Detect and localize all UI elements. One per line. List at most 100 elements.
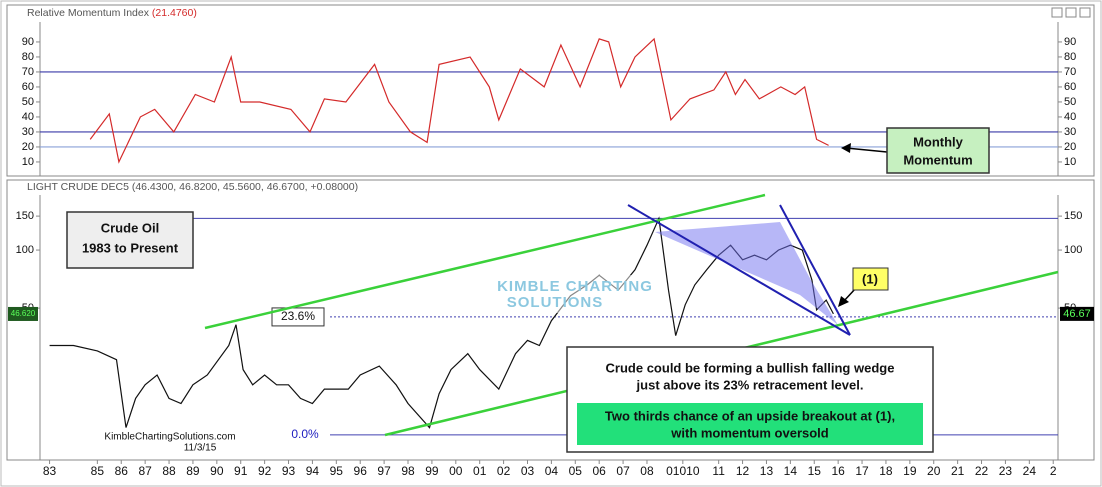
x-tick-label: 92 [258,464,272,478]
watermark: SOLUTIONS [507,294,604,311]
x-tick-label: 19 [903,464,917,478]
annotation-layer: Crude Oil 1983 to Present Monthly Moment… [66,127,1059,454]
annotation: Two thirds chance of an upside breakout … [605,408,895,423]
window-icon[interactable] [1079,7,1091,18]
arrow [845,147,888,153]
y-tick-label: 90 [22,36,34,48]
watermark: KIMBLE CHARTING [497,278,653,295]
y-tick-label: 50 [22,96,34,108]
annotation: (1) [862,271,878,286]
x-tick-label: 11 [712,464,725,478]
x-tick-label: 00 [449,464,463,478]
annotation: Monthly [913,134,964,149]
wedge-line [779,204,851,336]
x-tick-label: 01 [473,464,487,478]
y-tick-label: 30 [1064,126,1076,138]
annotation: 1983 to Present [82,240,179,255]
x-tick-label: 02 [497,464,511,478]
price-ohlc: (46.4300, 46.8200, 45.5600, 46.6700, +0.… [132,181,358,193]
x-tick-label: 99 [425,464,439,478]
x-tick-label: 93 [282,464,296,478]
y-tick-label: 150 [16,210,34,222]
price-badge [1060,306,1094,321]
price-badge-label: 46.67 [1063,308,1091,320]
y-tick-label: 20 [1064,141,1076,153]
y-tick-label: 150 [1064,210,1082,222]
x-tick-label: 95 [330,464,344,478]
annotation: Momentum [903,152,972,167]
x-tick-label: 89 [186,464,200,478]
x-tick-label: 22 [975,464,989,478]
x-tick-label: 07 [616,464,630,478]
y-tick-label: 10 [22,156,34,168]
x-tick-label: 18 [879,464,893,478]
arrow-head [841,143,851,153]
y-tick-label: 30 [22,126,34,138]
fib-label-box [271,307,325,327]
rmi-title: Relative Momentum Index [27,7,150,19]
title-box [66,211,194,269]
price-header: LIGHT CRUDE DEC5 (46.4300, 46.8200, 45.5… [27,181,358,193]
y-tick-label: 40 [22,111,34,123]
watermark-box [474,275,654,313]
y-tick-label: 40 [1064,111,1076,123]
annotation: 11/3/15 [184,443,217,454]
y-tick-label: 80 [22,51,34,63]
x-tick-label: 98 [401,464,415,478]
x-tick-label: 05 [569,464,583,478]
x-tick-label: 01010 [666,464,700,478]
x-tick-label: 2 [1050,464,1057,478]
y-tick-label: 60 [1064,81,1076,93]
y-tick-label: 100 [1064,244,1082,256]
x-tick-label: 83 [43,464,57,478]
y-tick-label: 60 [22,81,34,93]
y-tick-label: 70 [22,66,34,78]
x-tick-label: 91 [234,464,248,478]
note-box [577,403,923,445]
x-tick-label: 06 [593,464,607,478]
x-tick-label: 96 [354,464,368,478]
x-tick-label: 88 [162,464,176,478]
wedge-line [627,204,851,336]
data-line [89,37,829,164]
fib-label: 0.0% [291,427,319,441]
x-tick-label: 90 [210,464,224,478]
x-tick-label: 97 [377,464,391,478]
y-tick-label: 50 [1064,96,1076,108]
arrow-head [838,296,849,307]
annotation: Crude Oil [101,220,160,235]
note-box [852,267,889,291]
window-icon[interactable] [1065,7,1077,18]
x-tick-label: 20 [927,464,941,478]
annotation: KimbleChartingSolutions.com [104,432,235,443]
x-tick-label: 87 [138,464,152,478]
note-box [886,127,990,174]
x-tick-label: 94 [306,464,320,478]
x-tick-label: 04 [545,464,559,478]
rmi-header: Relative Momentum Index (21.4760) [27,7,197,19]
y-tick-label: 100 [16,244,34,256]
price-badge [8,306,38,321]
x-tick-label: 15 [808,464,822,478]
x-tick-label: 16 [831,464,845,478]
y-tick-label: 20 [22,141,34,153]
x-tick-label: 85 [91,464,105,478]
annotation: with momentum oversold [670,425,829,440]
price-title: LIGHT CRUDE DEC5 [27,181,129,193]
x-tick-label: 23 [999,464,1013,478]
y-tick-label: 90 [1064,36,1076,48]
x-tick-label: 17 [855,464,869,478]
background-layer: 1010202030304040505060607070808090905050… [8,36,1094,478]
annotation: just above its 23% retracement level. [636,377,864,392]
price-badge-label: 46.620 [11,309,36,318]
y-tick-label: 80 [1064,51,1076,63]
y-tick-label: 70 [1064,66,1076,78]
x-tick-label: 03 [521,464,535,478]
rmi-value: (21.4760) [152,7,197,19]
x-tick-label: 12 [736,464,750,478]
fib-label: 23.6% [281,309,315,323]
x-tick-label: 14 [784,464,798,478]
x-tick-label: 13 [760,464,774,478]
window-icon[interactable] [1051,7,1063,18]
